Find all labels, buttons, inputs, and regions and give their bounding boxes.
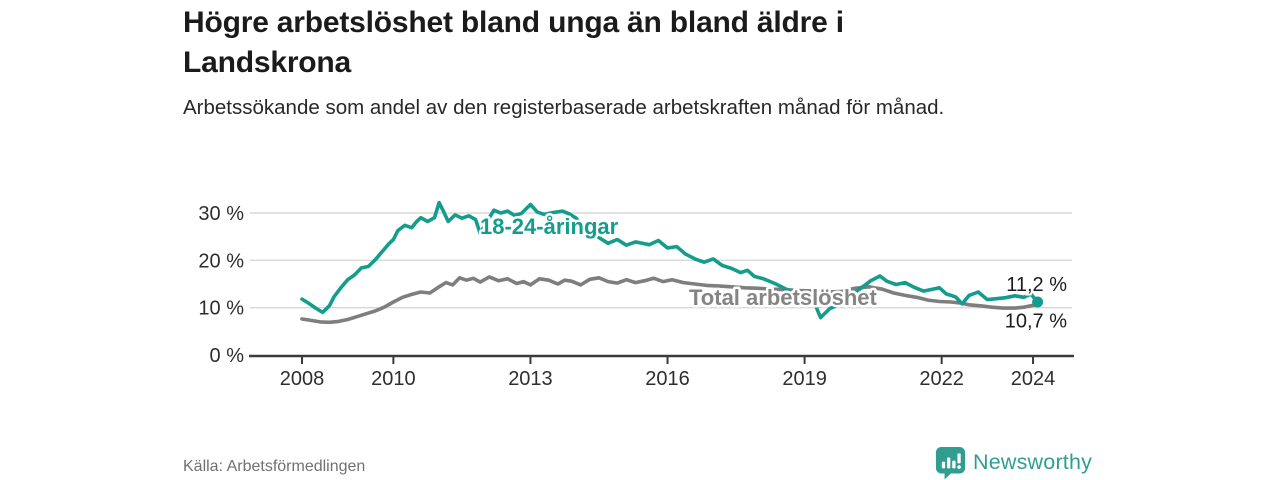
end-value-label: 10,7 % — [1005, 310, 1067, 332]
x-tick-label: 2008 — [280, 368, 325, 390]
series-label: Total arbetslöshet — [689, 285, 878, 310]
chart-title: Högre arbetslöshet bland unga än bland ä… — [183, 6, 844, 79]
series-line-18-24-åringar — [300, 200, 1040, 320]
chart-subtitle: Arbetssökande som andel av den registerb… — [183, 96, 945, 119]
x-tick-label: 2010 — [371, 368, 416, 390]
series-line-Total arbetslöshet — [300, 275, 1040, 325]
brand-name: Newsworthy — [973, 450, 1093, 474]
y-tick-label: 10 % — [198, 298, 244, 320]
series-label: 18-24-åringar — [480, 214, 619, 239]
y-tick-label: 0 % — [210, 345, 245, 367]
newsworthy-bubble-chart-icon — [935, 447, 966, 479]
x-tick-label: 2024 — [1011, 368, 1056, 390]
series-end-dot — [1032, 296, 1044, 308]
source-note: Källa: Arbetsförmedlingen — [183, 458, 366, 475]
newsworthy-logo: Newsworthy — [935, 446, 1092, 479]
x-tick-label: 2019 — [782, 368, 827, 390]
x-tick-label: 2016 — [645, 368, 690, 390]
x-tick-label: 2013 — [508, 368, 553, 390]
y-tick-label: 30 % — [198, 203, 244, 225]
y-tick-label: 20 % — [198, 250, 244, 272]
x-tick-label: 2022 — [919, 368, 964, 390]
end-value-label: 11,2 % — [1006, 274, 1067, 296]
